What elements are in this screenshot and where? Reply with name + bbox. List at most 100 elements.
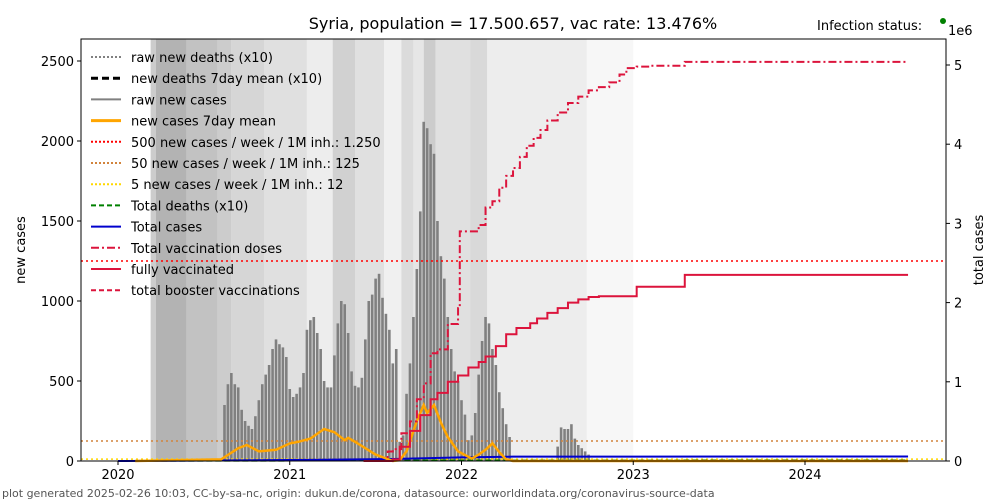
new-cases-bar — [401, 435, 405, 461]
new-cases-bar — [587, 454, 590, 461]
new-cases-bar — [226, 384, 230, 461]
new-cases-bar — [319, 349, 322, 461]
raw-new-cases-bars — [223, 121, 590, 462]
new-cases-bar — [302, 373, 305, 461]
x-tick-label: 2020 — [101, 468, 134, 483]
y-tick-right-label: 1 — [954, 376, 962, 391]
new-cases-bar — [566, 429, 570, 461]
new-cases-bar — [415, 269, 419, 461]
new-cases-bar — [333, 355, 336, 461]
new-cases-bar — [504, 424, 508, 461]
new-cases-bar — [425, 128, 429, 461]
new-cases-bar — [453, 371, 456, 461]
new-cases-bar — [394, 349, 398, 461]
fully-vaccinated-line — [363, 273, 909, 462]
new-cases-bar — [285, 357, 288, 461]
new-cases-bar — [264, 374, 268, 461]
background-band — [217, 39, 232, 461]
y-axis-left: 0 500 1000 1500 2000 2500 — [41, 55, 81, 470]
y-tick-left-label: 1500 — [41, 215, 74, 230]
legend-label: 5 new cases / week / 1M inh.: 12 — [131, 178, 343, 193]
new-cases-bar — [260, 384, 264, 461]
threshold-lines — [81, 260, 946, 460]
new-cases-bar — [309, 320, 312, 461]
new-cases-bar — [418, 211, 422, 461]
background-band — [487, 39, 587, 461]
new-cases-bar — [247, 425, 250, 461]
new-cases-bar — [384, 313, 388, 461]
new-cases-bar — [456, 381, 460, 461]
new-cases-bar — [281, 347, 285, 461]
new-cases-bar — [460, 400, 463, 461]
new-cases-bar — [278, 344, 281, 461]
new-cases-bar — [422, 121, 426, 462]
new-cases-bar — [377, 273, 381, 461]
footer-note: plot generated 2025-02-26 10:03, CC-by-s… — [2, 487, 715, 500]
new-cases-bar — [360, 377, 364, 461]
new-cases-bar — [271, 349, 274, 461]
new-cases-bar — [315, 333, 319, 461]
right-axis-multiplier: 1e6 — [948, 24, 973, 39]
background-band — [231, 39, 264, 461]
new-cases-bar — [477, 374, 480, 461]
new-cases-bar — [391, 363, 395, 461]
new-cases-bar — [240, 409, 243, 461]
new-cases-bar — [250, 429, 254, 461]
new-cases-bar — [364, 339, 367, 461]
background-band — [186, 39, 218, 461]
new-cases-bar — [254, 416, 257, 461]
y-tick-left-label: 1000 — [41, 295, 74, 310]
new-cases-bar — [312, 317, 316, 461]
new-cases-bar — [339, 301, 343, 461]
new-cases-bar — [443, 278, 446, 461]
new-cases-bar — [326, 387, 329, 461]
x-axis: 2020 2021 2022 2023 2024 — [101, 461, 822, 483]
new-cases-bar — [350, 371, 353, 461]
y-axis-left-label: new cases — [14, 216, 29, 284]
total-vaccination-doses-line — [363, 60, 909, 462]
new-cases-bar — [288, 389, 292, 461]
y-tick-left-label: 2500 — [41, 55, 74, 70]
y-tick-right-label: 2 — [954, 297, 962, 312]
infection-status-indicator — [940, 18, 946, 24]
new-cases-bar — [381, 297, 384, 461]
y-tick-right-label: 5 — [954, 59, 962, 74]
new-cases-bar — [295, 393, 298, 461]
new-cases-bar — [329, 387, 333, 461]
new-cases-bar — [243, 421, 247, 461]
new-cases-bar — [408, 363, 412, 461]
new-cases-bar — [559, 427, 563, 461]
total-cases-line — [117, 455, 909, 462]
new-cases-bar — [267, 365, 271, 461]
new-cases-bar — [353, 385, 357, 461]
legend-label: total booster vaccinations — [131, 284, 300, 299]
legend: raw new deaths (x10) new deaths 7day mean… — [91, 51, 381, 299]
new-cases-bar — [432, 153, 436, 462]
new-cases-bar — [291, 397, 295, 461]
legend-label: fully vaccinated — [131, 263, 234, 278]
new-cases-bar — [570, 424, 573, 461]
new-cases-bar — [223, 405, 226, 461]
legend-label: new cases 7day mean — [131, 115, 276, 130]
legend-label: Total deaths (x10) — [130, 199, 248, 214]
new-cases-bar — [484, 317, 487, 461]
y-axis-right: 0 1 2 3 4 5 — [946, 59, 962, 470]
new-cases-bar — [494, 365, 498, 461]
new-cases-bar — [436, 221, 439, 461]
new-cases-bar — [346, 333, 350, 461]
new-cases-bar — [336, 323, 340, 461]
legend-label: raw new deaths (x10) — [131, 51, 273, 66]
infection-status-label: Infection status: — [817, 19, 922, 34]
new-cases-bar — [236, 387, 240, 461]
y-tick-right-label: 0 — [954, 455, 962, 470]
new-cases-bar — [497, 392, 501, 461]
new-cases-bar — [508, 437, 511, 461]
y-tick-right-label: 4 — [954, 138, 962, 153]
new-cases-bar — [233, 384, 237, 461]
new-cases-bar — [487, 323, 491, 461]
legend-label: 50 new cases / week / 1M inh.: 125 — [131, 157, 360, 172]
new-cases-bar — [449, 349, 453, 461]
new-cases-bar — [563, 429, 566, 461]
new-cases-bar — [367, 301, 371, 461]
new-cases-bar — [322, 381, 326, 461]
